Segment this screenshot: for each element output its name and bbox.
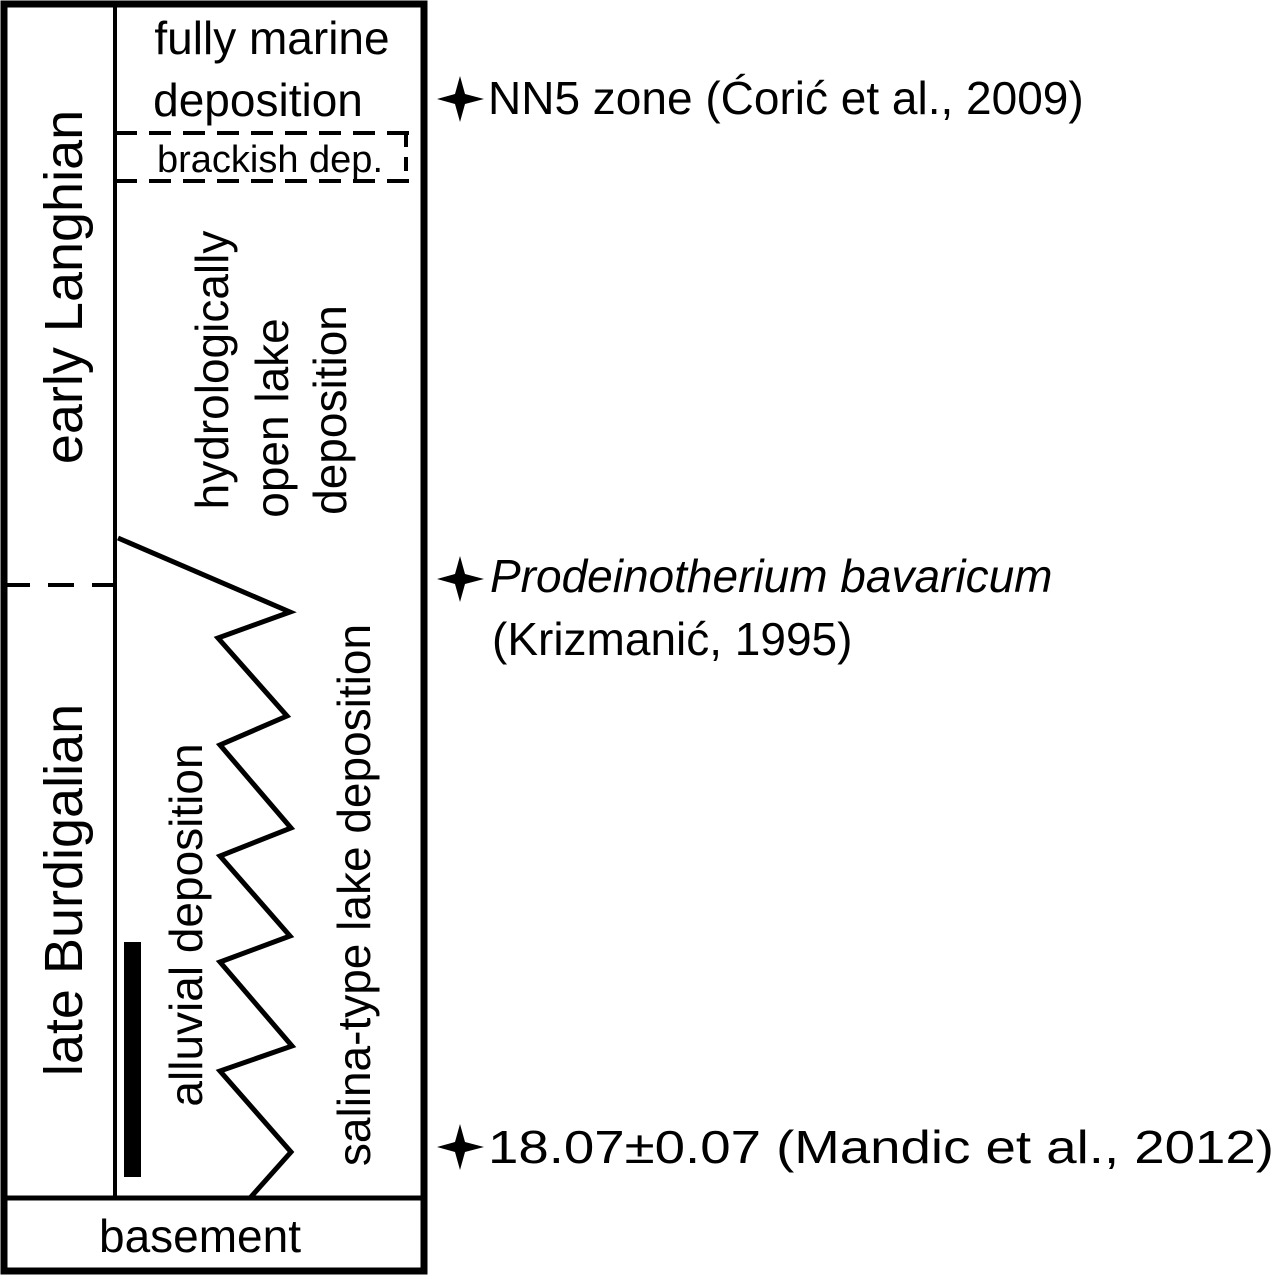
unit-fully-marine-line2: deposition [153, 74, 363, 126]
marker-nn5-zone: NN5 zone (Ćorić et al., 2009) [488, 72, 1084, 124]
unit-open-lake-line1: hydrologically [186, 231, 238, 510]
unit-open-lake-line2: open lake [246, 318, 298, 518]
unit-brackish: brackish dep. [157, 139, 383, 181]
marker-star-icon [437, 1124, 484, 1170]
marker-radiometric-age: 18.07±0.07 (Mandic et al., 2012) [488, 1121, 1274, 1173]
unit-alluvial: alluvial deposition [160, 743, 212, 1106]
stage-label-late-burdigalian: late Burdigalian [34, 704, 94, 1076]
unit-fully-marine-line1: fully marine [154, 12, 389, 64]
unit-salina: salina-type lake deposition [328, 624, 380, 1166]
unit-basement: basement [99, 1210, 301, 1262]
stage-label-early-langhian: early Langhian [34, 110, 94, 464]
marker-star-icon [437, 556, 484, 602]
marker-krizmanic: (Krizmanić, 1995) [492, 613, 852, 665]
marker-prodeinotherium: Prodeinotherium bavaricum [490, 550, 1053, 602]
facies-zigzag-boundary [117, 535, 297, 1200]
marker-star-icon [437, 76, 484, 122]
unit-open-lake-line3: deposition [304, 305, 356, 515]
alluvial-range-bar [124, 942, 141, 1177]
column-frame [0, 0, 428, 1275]
